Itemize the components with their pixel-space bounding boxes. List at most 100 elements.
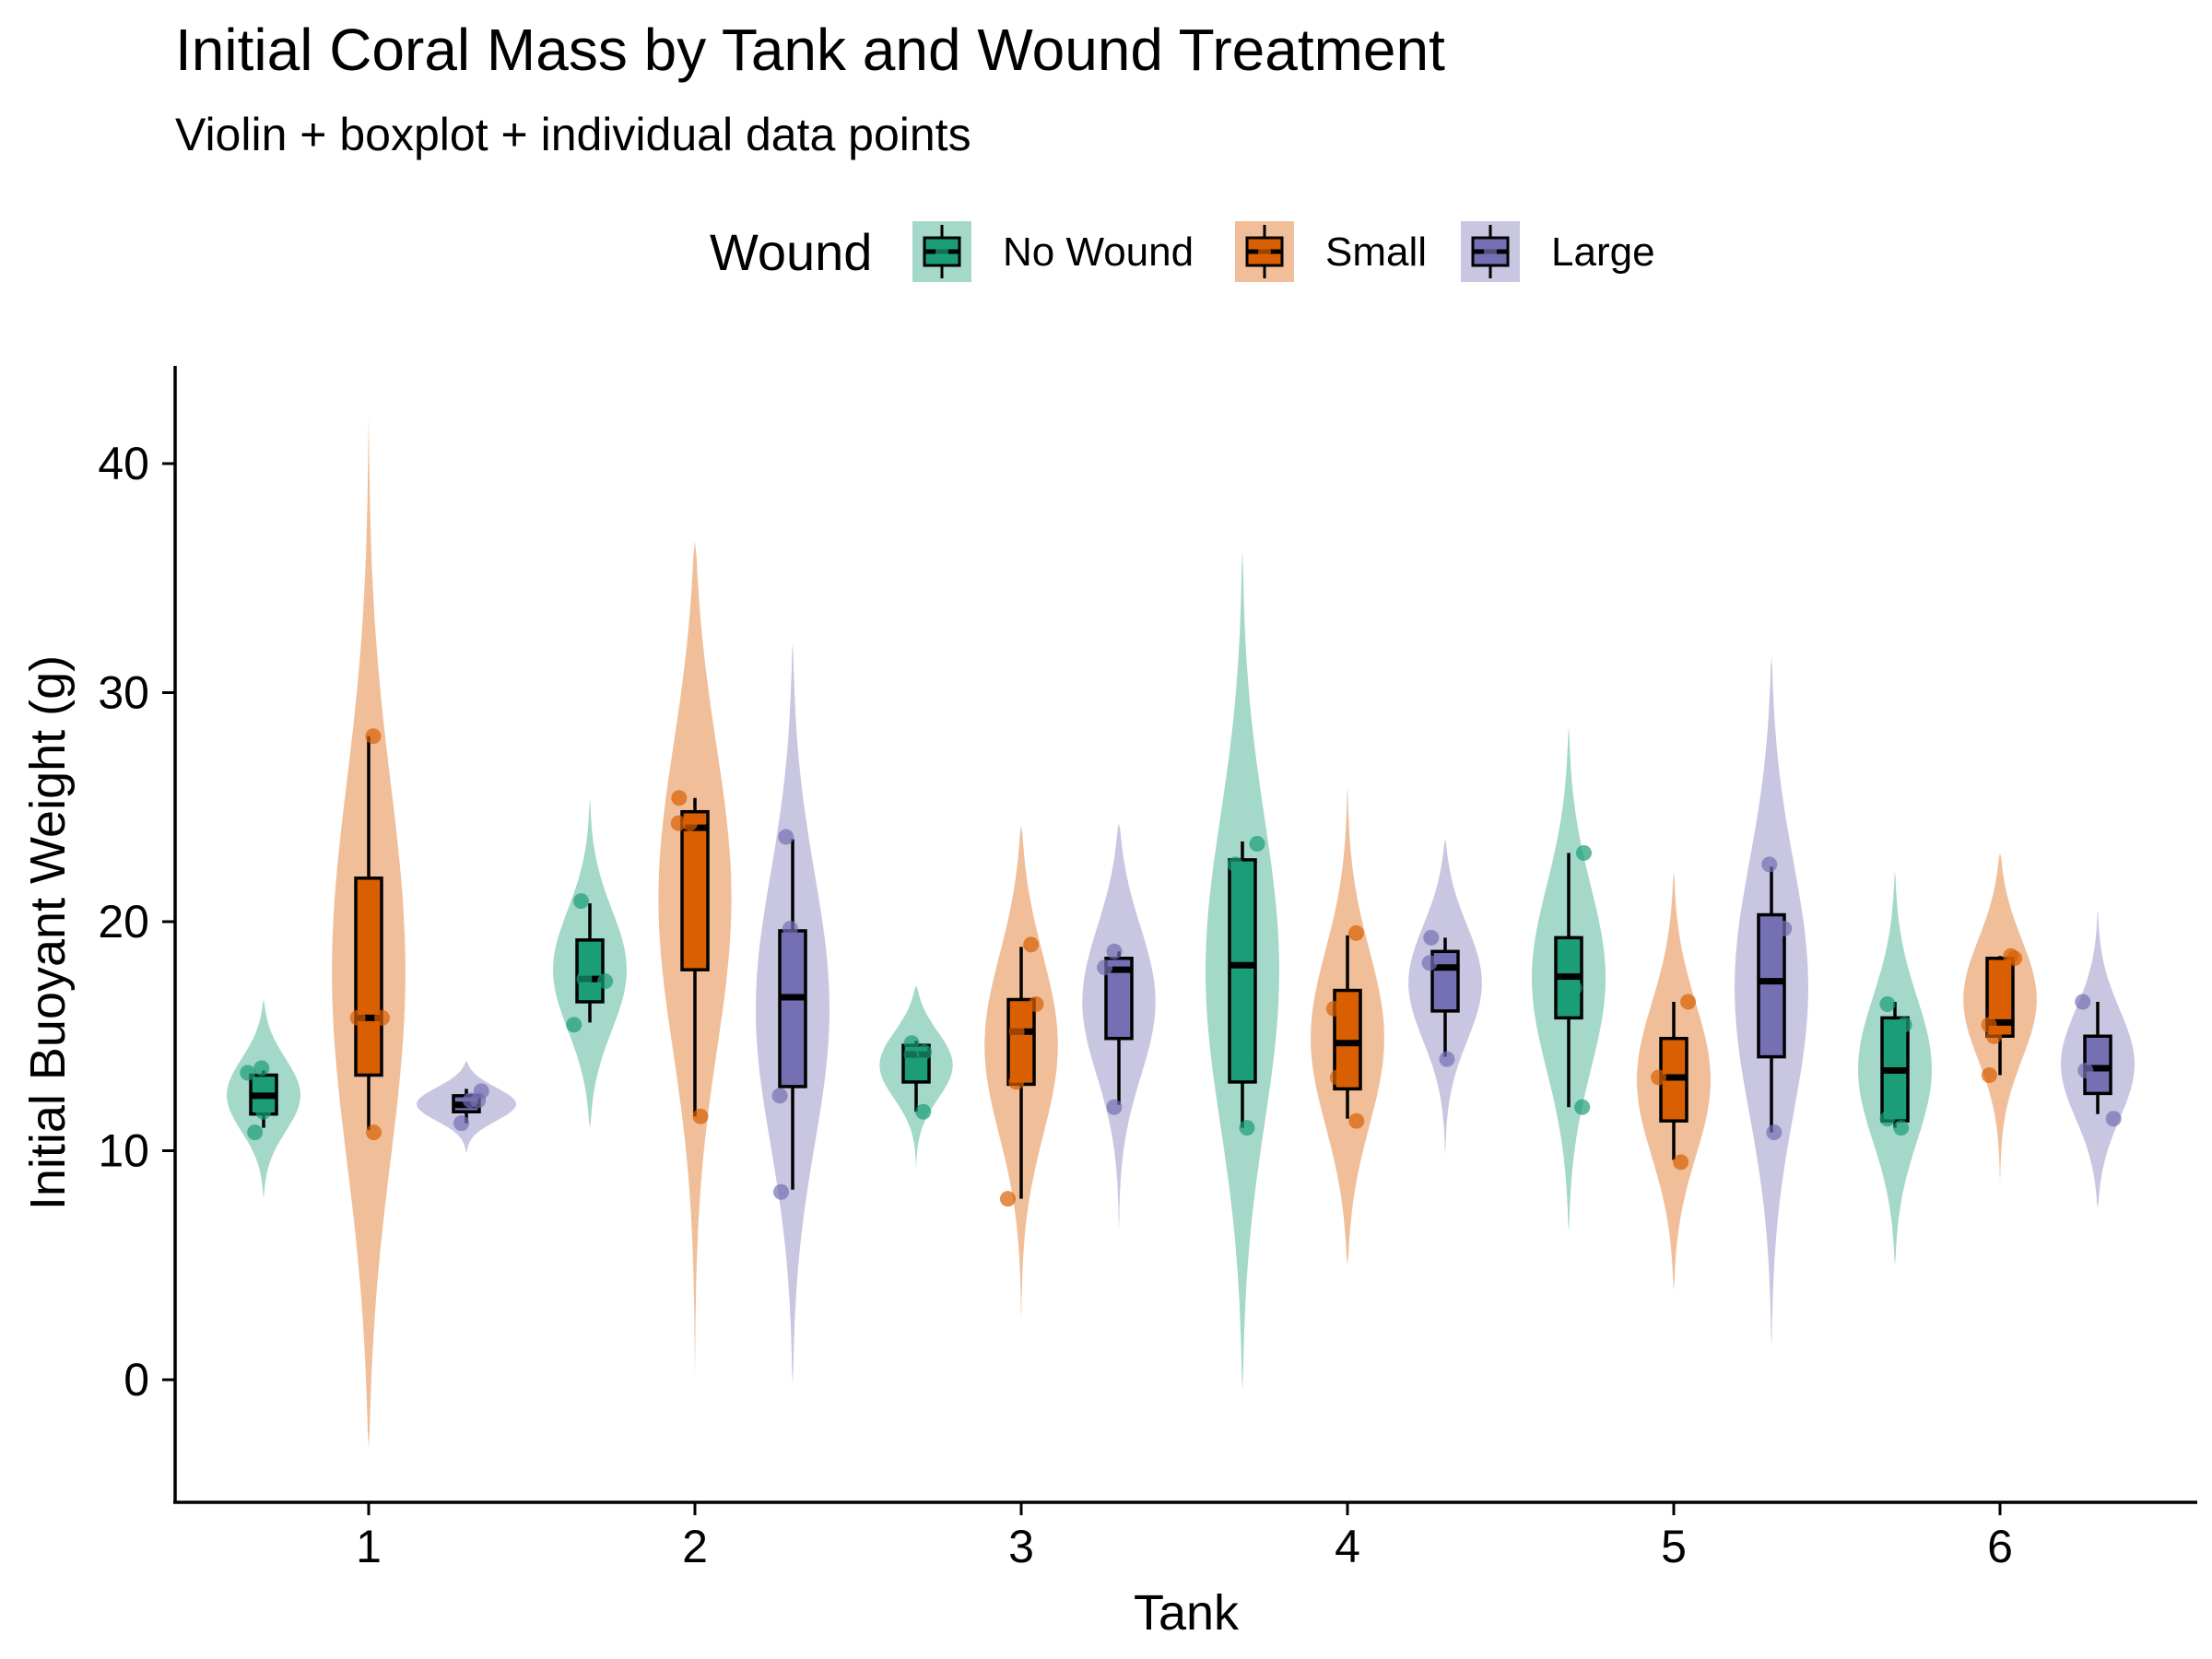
data-point: [1028, 995, 1044, 1012]
legend-label-small: Small: [1325, 229, 1427, 275]
data-point: [2105, 1111, 2122, 1127]
data-point: [682, 815, 699, 831]
data-point: [1106, 943, 1123, 959]
data-point: [1558, 957, 1574, 973]
data-point: [773, 1183, 790, 1200]
data-point: [771, 1088, 788, 1104]
y-axis-title: Initial Buoyant Weight (g): [20, 655, 76, 1210]
data-point: [566, 1017, 582, 1033]
x-tick-label: 2: [682, 1521, 708, 1572]
legend-key-large: [1461, 221, 1520, 282]
data-point: [1761, 856, 1778, 873]
data-point: [576, 971, 593, 987]
data-point: [253, 1060, 270, 1077]
data-point: [915, 1103, 932, 1120]
data-point: [903, 1035, 920, 1052]
legend-point: [1484, 245, 1497, 258]
data-point: [1329, 1069, 1346, 1086]
data-point: [1893, 1120, 1910, 1136]
data-point: [1879, 1111, 1896, 1127]
data-point: [1249, 836, 1265, 853]
data-point: [1348, 1112, 1365, 1129]
data-point: [1439, 1051, 1455, 1067]
data-point: [671, 790, 688, 806]
x-tick-label: 6: [1987, 1521, 2013, 1572]
plot-area: [227, 418, 2135, 1449]
box-no-wound-tank-2: [575, 938, 605, 1004]
data-point: [374, 1009, 391, 1026]
data-point: [1008, 1074, 1025, 1090]
data-point: [597, 973, 614, 990]
data-point: [365, 728, 382, 745]
data-point: [1985, 1028, 2002, 1044]
x-tick-label: 5: [1661, 1521, 1687, 1572]
data-point: [1566, 980, 1583, 996]
data-point: [1325, 1000, 1342, 1017]
data-point: [366, 1124, 382, 1141]
data-point: [1574, 1099, 1591, 1115]
data-point: [670, 815, 687, 831]
x-tick-label: 4: [1335, 1521, 1360, 1572]
data-point: [1776, 920, 1793, 936]
legend-key-no-wound: [912, 221, 971, 282]
data-point: [782, 920, 798, 936]
data-point: [1239, 1120, 1255, 1136]
box-large-tank-5: [1757, 912, 1786, 1059]
data-point: [782, 1046, 799, 1063]
legend-label-large: Large: [1551, 229, 1655, 275]
y-tick-label: 0: [124, 1354, 149, 1406]
legend-label-no-wound: No Wound: [1003, 229, 1194, 275]
data-point: [2006, 950, 2023, 967]
data-point: [1896, 1017, 1912, 1033]
data-point: [2077, 1063, 2094, 1079]
x-tick-label: 1: [356, 1521, 382, 1572]
x-tick-label: 3: [1008, 1521, 1034, 1572]
data-point: [2075, 994, 2091, 1010]
data-point: [453, 1115, 470, 1132]
data-point: [1673, 1154, 1689, 1171]
data-point: [240, 1065, 256, 1081]
data-point: [1575, 844, 1592, 861]
axes: 0 10 20 30 40 1 2 3 4 5 6: [98, 366, 2197, 1572]
data-point: [1023, 936, 1040, 953]
data-point: [692, 1108, 709, 1124]
data-point: [1227, 856, 1243, 873]
chart-title: Initial Coral Mass by Tank and Wound Tre…: [175, 17, 1445, 83]
chart-subtitle: Violin + boxplot + individual data point…: [175, 109, 971, 160]
data-point: [462, 1092, 478, 1109]
data-point: [1008, 1023, 1025, 1040]
legend-point: [935, 245, 948, 258]
y-tick-label: 20: [98, 896, 149, 947]
data-point: [349, 1009, 366, 1026]
legend: Wound No Wound Small Large: [710, 221, 1655, 282]
data-point: [1347, 924, 1364, 941]
data-point: [247, 1124, 264, 1141]
x-axis-title: Tank: [1134, 1585, 1240, 1641]
data-point: [1680, 994, 1697, 1010]
data-point: [1651, 1069, 1667, 1086]
box-large-tank-2: [778, 929, 807, 1088]
legend-point: [1258, 245, 1271, 258]
data-point: [1763, 1021, 1780, 1038]
box-large-tank-4: [1430, 949, 1460, 1013]
data-point: [1766, 1124, 1783, 1141]
box-small-tank-2: [680, 809, 710, 971]
data-point: [1238, 1055, 1254, 1072]
data-point: [1097, 959, 1113, 976]
data-point: [1421, 955, 1438, 971]
data-point: [1106, 1099, 1123, 1115]
data-point: [1879, 995, 1896, 1012]
data-point: [999, 1191, 1016, 1207]
data-point: [572, 893, 589, 910]
legend-key-small: [1235, 221, 1294, 282]
y-tick-label: 10: [98, 1125, 149, 1177]
box-no-wound-tank-4: [1228, 858, 1257, 1084]
data-point: [1423, 929, 1440, 946]
data-point: [255, 1103, 272, 1120]
box-small-tank-1: [354, 877, 383, 1077]
box-small-tank-3: [1006, 997, 1036, 1087]
y-tick-label: 40: [98, 438, 149, 489]
legend-title: Wound: [710, 223, 872, 281]
data-point: [903, 1046, 920, 1063]
